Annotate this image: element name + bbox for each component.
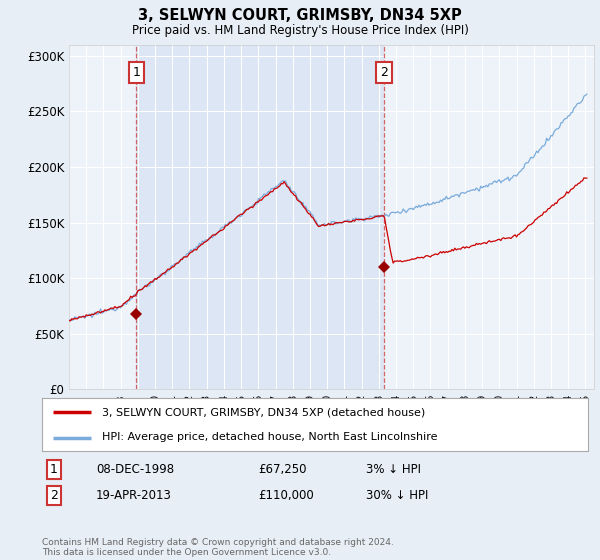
Text: £110,000: £110,000	[258, 489, 314, 502]
Bar	[136, 45, 384, 389]
Text: 3, SELWYN COURT, GRIMSBY, DN34 5XP (detached house): 3, SELWYN COURT, GRIMSBY, DN34 5XP (deta…	[102, 408, 425, 418]
Text: £67,250: £67,250	[258, 463, 307, 476]
Text: Contains HM Land Registry data © Crown copyright and database right 2024.
This d: Contains HM Land Registry data © Crown c…	[42, 538, 394, 557]
Text: 3% ↓ HPI: 3% ↓ HPI	[366, 463, 421, 476]
Text: 08-DEC-1998: 08-DEC-1998	[96, 463, 174, 476]
Text: 1: 1	[50, 463, 58, 476]
Text: Price paid vs. HM Land Registry's House Price Index (HPI): Price paid vs. HM Land Registry's House …	[131, 24, 469, 36]
Text: 19-APR-2013: 19-APR-2013	[96, 489, 172, 502]
Text: 30% ↓ HPI: 30% ↓ HPI	[366, 489, 428, 502]
Text: 3, SELWYN COURT, GRIMSBY, DN34 5XP: 3, SELWYN COURT, GRIMSBY, DN34 5XP	[138, 8, 462, 24]
Text: 2: 2	[380, 66, 388, 79]
Text: HPI: Average price, detached house, North East Lincolnshire: HPI: Average price, detached house, Nort…	[102, 432, 437, 442]
Text: 1: 1	[133, 66, 140, 79]
Text: 2: 2	[50, 489, 58, 502]
